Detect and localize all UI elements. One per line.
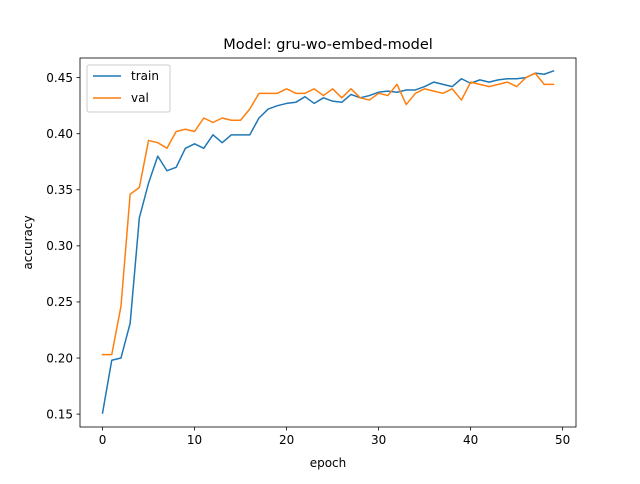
x-axis: 0 10 20 30 40 50: [99, 427, 570, 447]
y-tick-label: 0.25: [46, 295, 73, 309]
x-tick-label: 30: [371, 433, 386, 447]
series-line-val: [101, 72, 555, 356]
y-tick-label: 0.20: [46, 351, 73, 365]
legend: train val: [86, 64, 171, 113]
y-tick-label: 0.45: [46, 71, 73, 85]
y-axis-label: accuracy: [21, 215, 35, 269]
chart-title: Model: gru-wo-embed-model: [223, 37, 433, 53]
x-tick-label: 0: [99, 433, 107, 447]
x-tick-label: 50: [555, 433, 570, 447]
y-tick-label: 0.15: [46, 407, 73, 421]
x-tick-label: 20: [279, 433, 294, 447]
axes-frame: [79, 57, 577, 428]
y-tick-label: 0.35: [46, 183, 73, 197]
x-tick-label: 10: [187, 433, 202, 447]
x-axis-label: epoch: [310, 456, 347, 470]
y-axis: 0.15 0.20 0.25 0.30 0.35 0.40 0.45: [46, 71, 80, 421]
y-tick-label: 0.30: [46, 239, 73, 253]
series-line-train: [101, 69, 555, 414]
plot-area: [101, 69, 555, 414]
legend-val-label: val: [131, 91, 149, 105]
x-tick-label: 40: [463, 433, 478, 447]
y-tick-label: 0.40: [46, 127, 73, 141]
legend-train-label: train: [131, 69, 159, 83]
